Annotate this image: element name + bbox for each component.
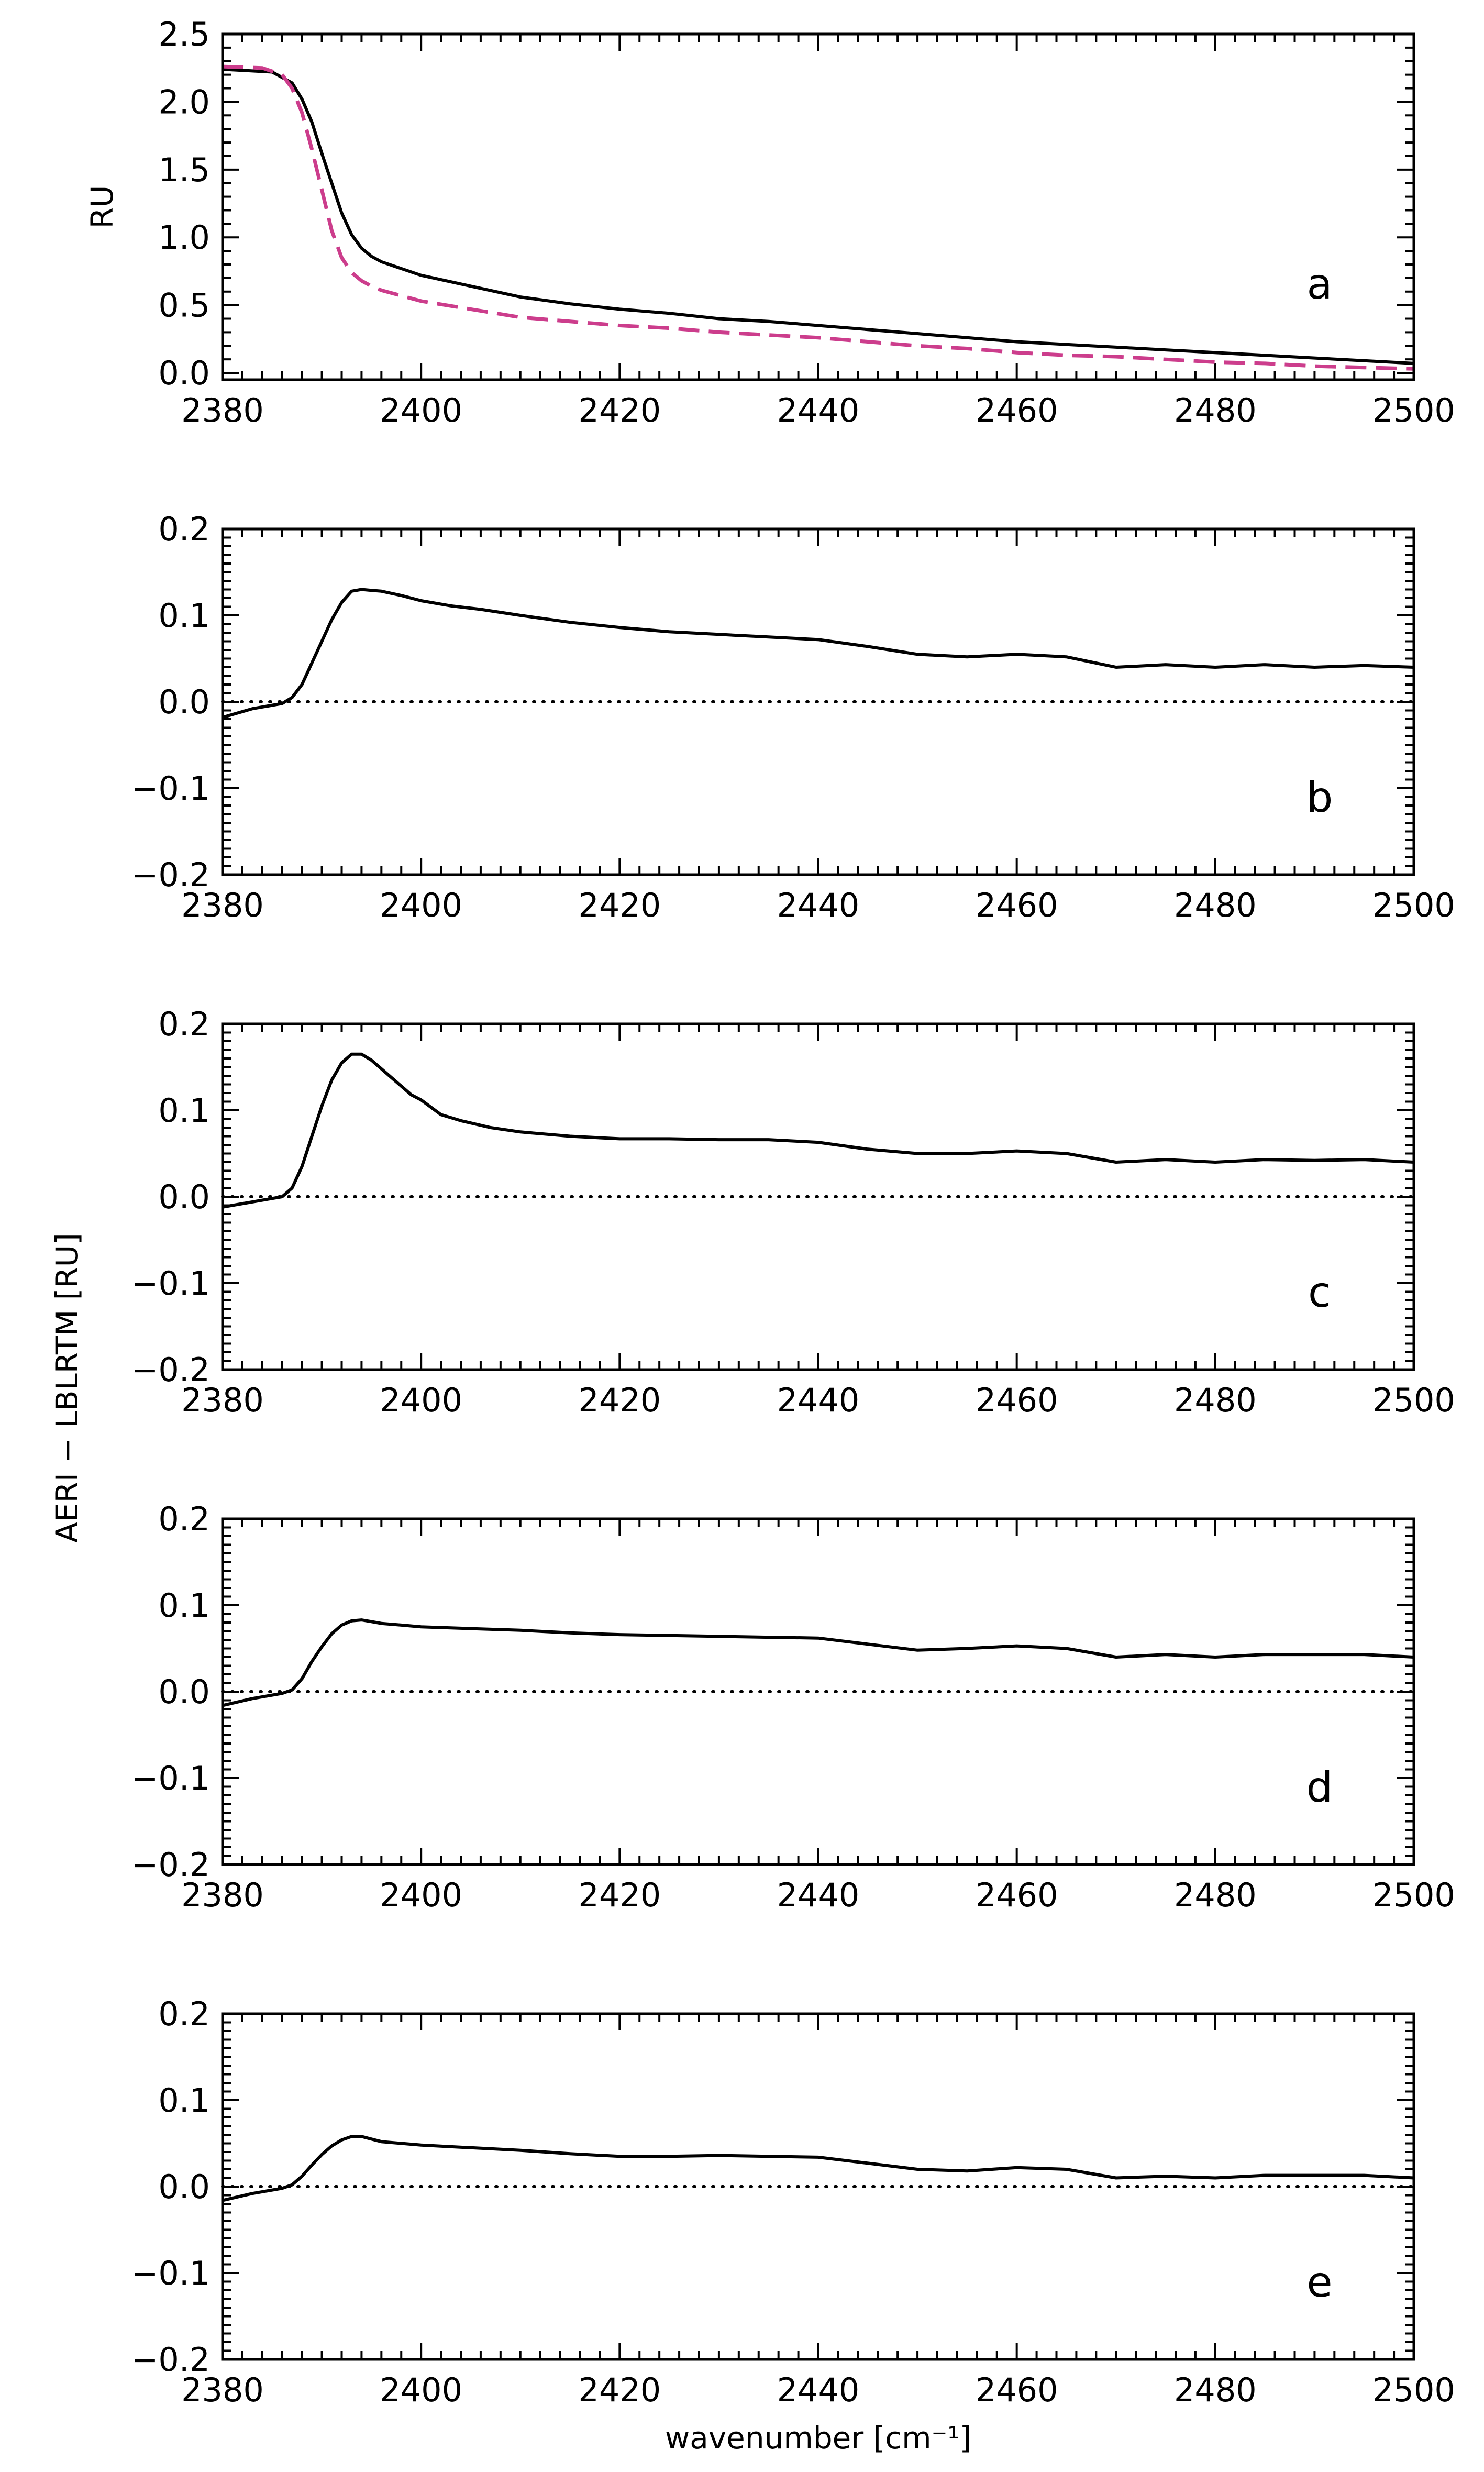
y-tick-label: 0.0 [158,354,210,392]
x-tick-label: 2380 [181,1876,264,1914]
x-tick-label: 2380 [181,2371,264,2409]
panel-d: 2380 2400 2420 2440 2460 2480 2500 0.2 0.1 0.0 −0.… [131,1500,1455,1914]
series-line-2 [223,64,1414,371]
x-tick-label: 2440 [777,886,860,924]
y-tick-label: 0.1 [158,597,210,635]
x-tick-label: 2480 [1174,886,1257,924]
y-tick-label: 0.2 [158,510,210,548]
y-tick-label: 0.2 [158,1995,210,2033]
series-line-1 [223,1052,1414,1209]
y-tick-label: 0.1 [158,1091,210,1130]
x-tick-label: 2480 [1174,1876,1257,1914]
x-tick-label: 2400 [380,1876,462,1914]
y-tick-label: 1.5 [158,151,210,189]
y-tick-label: 2.0 [158,83,210,121]
y-tick-label: 0.2 [158,1500,210,1538]
x-tick-label: 2420 [578,2371,661,2409]
y-tick-label: 1.0 [158,218,210,257]
x-tick-label: 2460 [976,886,1058,924]
series-line-1 [223,1618,1414,1707]
x-tick-label: 2460 [976,1381,1058,1419]
x-tick-label: 2380 [181,1381,264,1419]
x-tick-label: 2440 [777,2371,860,2409]
x-tick-label: 2380 [181,391,264,429]
x-axis-label: wavenumber [cm⁻¹] [665,2420,971,2456]
y-tick-label: −0.2 [131,2341,210,2379]
x-tick-label: 2420 [578,391,661,429]
y-tick-label: −0.2 [131,1846,210,1884]
y-tick-label: −0.2 [131,856,210,894]
x-tick-label: 2380 [181,886,264,924]
x-tick-label: 2420 [578,1876,661,1914]
x-tick-label: 2500 [1372,1381,1455,1419]
y-tick-label: 0.1 [158,2081,210,2120]
y-tick-label: 0.0 [158,2168,210,2206]
axis-frame [221,1022,1415,1371]
panel-e: 2380 2400 2420 2440 2460 2480 2500 0.2 0.1 0.0 −0.… [131,1995,1455,2456]
x-tick-label: 2440 [777,1381,860,1419]
series-line-1 [223,68,1414,365]
axis-frame [221,32,1415,381]
x-tick-label: 2500 [1372,886,1455,924]
y-tick-label: 0.0 [158,683,210,721]
x-tick-label: 2500 [1372,391,1455,429]
panel-letter: a [1306,260,1332,308]
y-tick-label: −0.1 [131,1759,210,1797]
x-tick-label: 2500 [1372,1876,1455,1914]
y-axis-label: RU [84,185,120,229]
x-tick-label: 2460 [976,391,1058,429]
panel-letter: b [1306,773,1333,822]
x-tick-label: 2400 [380,886,462,924]
x-tick-label: 2460 [976,1876,1058,1914]
panel-b: 2380 2400 2420 2440 2460 2480 2500 0.2 0.1 0.0 −0.… [131,510,1455,924]
x-tick-label: 2420 [578,1381,661,1419]
axis-frame [221,1517,1415,1866]
panel-letter: c [1308,1268,1331,1317]
x-tick-label: 2480 [1174,1381,1257,1419]
axis-frame [221,527,1415,876]
panel-letter: d [1306,1763,1333,1812]
x-tick-label: 2480 [1174,391,1257,429]
y-tick-label: 0.0 [158,1673,210,1711]
x-tick-label: 2440 [777,1876,860,1914]
series-line-1 [223,2135,1414,2202]
axis-frame [221,2012,1415,2361]
x-tick-label: 2480 [1174,2371,1257,2409]
y-tick-label: −0.2 [131,1351,210,1389]
series-line-1 [223,588,1414,719]
y-tick-label: −0.1 [131,769,210,808]
x-tick-label: 2500 [1372,2371,1455,2409]
y-tick-label: 0.1 [158,1586,210,1625]
y-tick-label: −0.1 [131,1264,210,1303]
y-tick-label: 0.2 [158,1005,210,1043]
x-tick-label: 2420 [578,886,661,924]
x-tick-label: 2400 [380,1381,462,1419]
x-tick-label: 2400 [380,2371,462,2409]
x-tick-label: 2400 [380,391,462,429]
panels: 2380 2400 2420 2440 2460 2480 2500 0.0 0.5 1.0 1.5… [84,15,1455,2456]
y-tick-label: 2.5 [158,15,210,53]
x-tick-label: 2440 [777,391,860,429]
x-tick-label: 2460 [976,2371,1058,2409]
y-tick-label: −0.1 [131,2254,210,2292]
panel-a: 2380 2400 2420 2440 2460 2480 2500 0.0 0.5 1.0 1.5… [84,15,1455,429]
panel-c: 2380 2400 2420 2440 2460 2480 2500 0.2 0.1 0.0 −0.… [131,1005,1455,1419]
panel-letter: e [1306,2258,1332,2307]
shared-ylabel: AERI − LBLRTM [RU] [49,1233,85,1543]
y-tick-label: 0.0 [158,1178,210,1216]
y-tick-label: 0.5 [158,286,210,325]
